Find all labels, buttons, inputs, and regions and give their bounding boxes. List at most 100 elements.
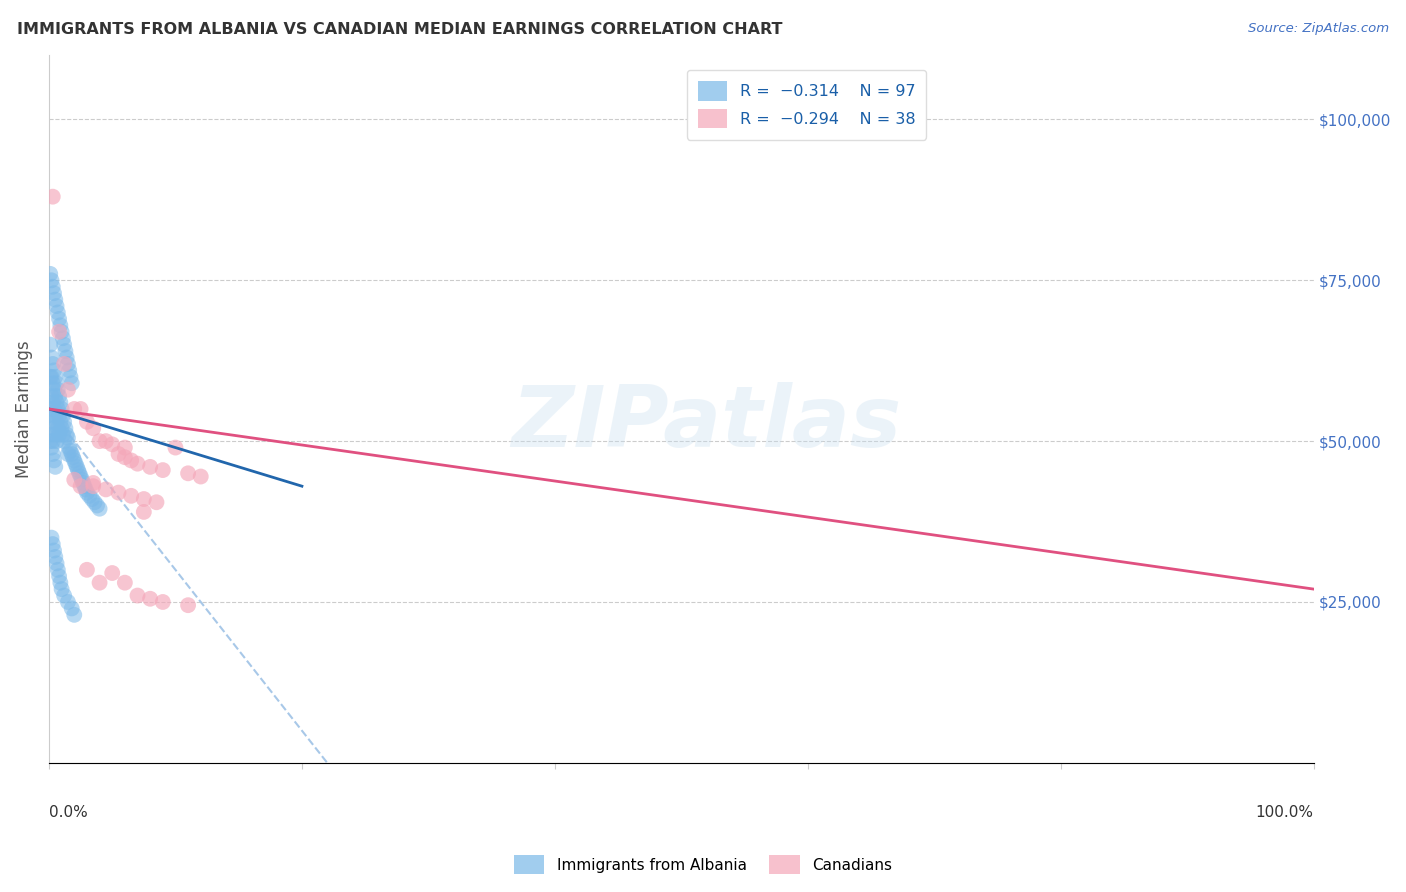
Point [39,401,62,416]
Point [51,582,73,596]
Point [86,499,108,513]
Y-axis label: Median Earnings: Median Earnings [15,340,32,478]
Point [83,495,105,509]
Point [132,491,155,506]
Point [66,459,89,474]
Point [53,415,76,429]
Point [44,293,66,307]
Point [73,479,96,493]
Point [48,569,70,583]
Point [120,453,142,467]
Point [49,575,72,590]
Point [49,395,72,409]
Point [60,376,83,391]
Point [67,467,90,481]
Point [107,485,129,500]
Point [49,318,72,333]
Point [42,401,65,416]
Point [190,469,212,483]
Point [89,434,111,449]
Point [45,557,67,571]
Point [132,505,155,519]
Point [89,501,111,516]
Point [56,447,79,461]
Point [41,351,63,365]
Point [46,305,69,319]
Point [49,415,72,429]
Point [82,479,104,493]
Point [177,467,200,481]
Text: IMMIGRANTS FROM ALBANIA VS CANADIAN MEDIAN EARNINGS CORRELATION CHART: IMMIGRANTS FROM ALBANIA VS CANADIAN MEDI… [17,22,782,37]
Point [114,450,136,465]
Legend: Immigrants from Albania, Canadians: Immigrants from Albania, Canadians [508,849,898,880]
Point [89,575,111,590]
Text: ZIPatlas: ZIPatlas [512,382,901,465]
Point [60,601,83,615]
Point [82,475,104,490]
Point [65,457,87,471]
Point [127,589,149,603]
Point [41,273,63,287]
Point [63,401,86,416]
Point [58,441,80,455]
Point [44,389,66,403]
Point [80,491,103,506]
Point [72,475,94,490]
Point [39,267,62,281]
Point [76,563,98,577]
Point [53,337,76,351]
Point [42,383,65,397]
Point [58,363,80,377]
Point [76,415,98,429]
Point [139,591,162,606]
Point [45,434,67,449]
Point [42,357,65,371]
Text: Source: ZipAtlas.com: Source: ZipAtlas.com [1249,22,1389,36]
Point [55,351,77,365]
Point [39,337,62,351]
Point [42,421,65,435]
Point [114,441,136,455]
Point [44,549,66,564]
Point [41,409,63,423]
Point [101,566,124,580]
Point [45,395,67,409]
Point [145,495,167,509]
Point [48,325,70,339]
Point [55,344,77,359]
Text: 100.0%: 100.0% [1256,805,1313,821]
Point [41,427,63,442]
Point [44,427,66,442]
Point [82,421,104,435]
Point [63,607,86,622]
Point [46,563,69,577]
Point [42,434,65,449]
Point [67,463,90,477]
Point [62,450,84,465]
Point [45,415,67,429]
Point [52,331,75,345]
Point [127,457,149,471]
Point [69,401,91,416]
Point [69,469,91,483]
Point [41,369,63,384]
Point [165,441,187,455]
Point [46,383,69,397]
Point [59,443,82,458]
Point [51,325,73,339]
Point [44,409,66,423]
Point [45,376,67,391]
Point [75,483,97,497]
Point [53,357,76,371]
Point [60,447,83,461]
Point [79,489,101,503]
Point [177,598,200,612]
Point [48,389,70,403]
Point [63,473,86,487]
Point [42,286,65,301]
Point [48,427,70,442]
Point [52,409,75,423]
Point [53,434,76,449]
Point [56,357,79,371]
Point [152,463,174,477]
